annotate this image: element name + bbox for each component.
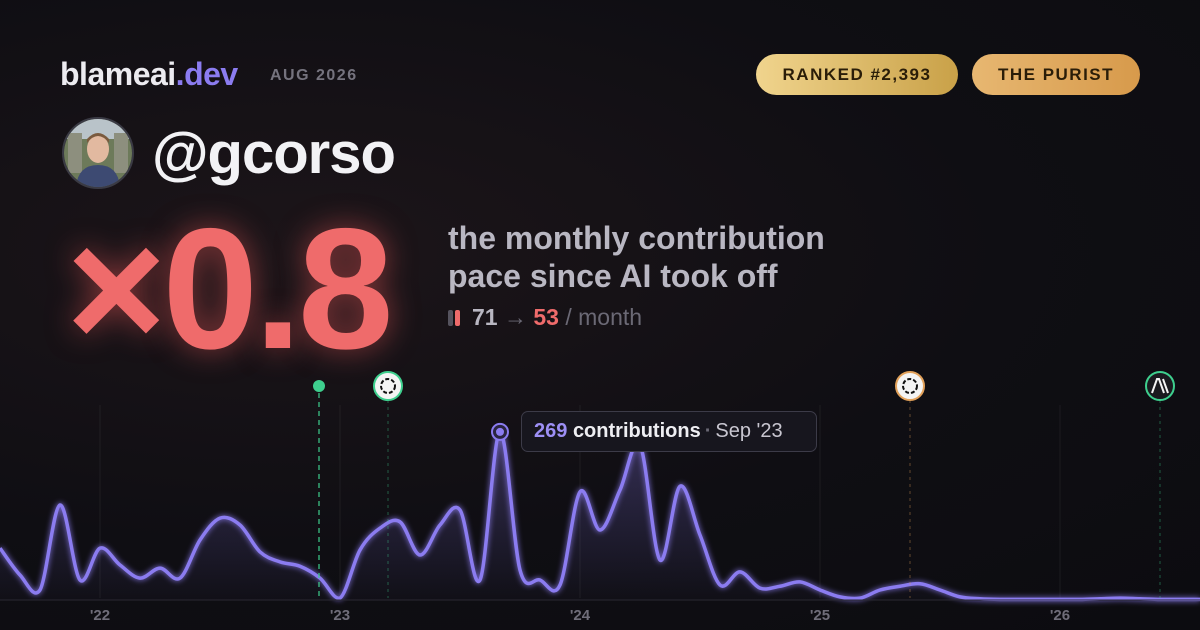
rank-badge: RANKED #2,393 [756, 54, 958, 95]
tooltip-value: 269 [534, 420, 568, 442]
event-icon [895, 371, 925, 401]
line [0, 430, 1200, 602]
icon-glyph [1151, 378, 1169, 394]
before-value: 71 [472, 304, 498, 330]
description: the monthly contribution [448, 220, 825, 256]
brand: blameai.dev [60, 56, 238, 93]
pace-factor: ×0.8 [66, 193, 394, 385]
unit: / month [565, 304, 643, 330]
date: AUG 2026 [270, 67, 358, 84]
tooltip-label: contributions [572, 420, 701, 442]
brand-suffix: .dev [175, 56, 239, 92]
event-icon [1145, 371, 1175, 401]
arrow: → [503, 304, 527, 330]
event-icon [373, 371, 403, 401]
x-tick-label: '23 [330, 607, 350, 624]
avatar-image [64, 119, 132, 187]
icon-glyph [380, 378, 396, 394]
description: pace since AI took off [448, 258, 778, 294]
after-icon [455, 310, 460, 326]
tooltip: 269 contributions · Sep '23 [521, 411, 817, 452]
after-value: 53 [533, 304, 559, 330]
area [0, 431, 1200, 600]
x-tick-label: '25 [810, 607, 830, 624]
highlight-dot [496, 427, 504, 436]
tooltip-date: Sep '23 [715, 420, 783, 442]
brand-name: blameai [60, 56, 176, 92]
x-tick-label: '26 [1050, 607, 1070, 624]
title-badge: THE PURIST [972, 54, 1140, 95]
icon-glyph [902, 378, 918, 394]
event-markers [313, 371, 1175, 598]
pace-change: 71 → 53 / month [448, 304, 642, 331]
before-icon [448, 310, 453, 326]
x-tick-label: '22 [90, 607, 110, 624]
event-dot [313, 380, 325, 392]
avatar [62, 117, 134, 189]
x-tick-label: '24 [570, 607, 591, 624]
handle: @gcorso [152, 121, 396, 186]
tooltip-separator: · [704, 420, 712, 442]
